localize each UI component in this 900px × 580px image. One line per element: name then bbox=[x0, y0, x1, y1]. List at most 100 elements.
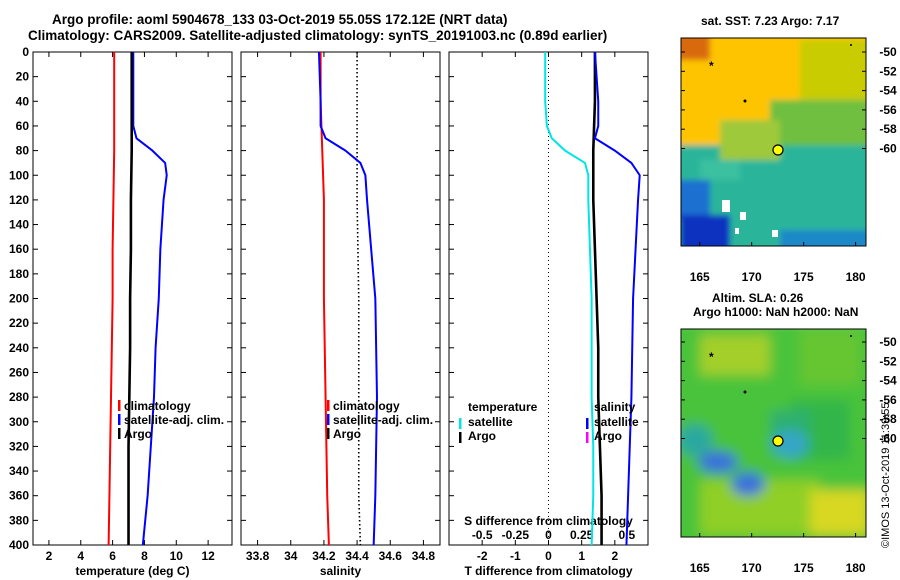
x-tick-label: 10 bbox=[170, 549, 184, 563]
y-tick-label: 80 bbox=[16, 144, 30, 158]
title-line-2: Climatology: CARS2009. Satellite-adjuste… bbox=[28, 28, 608, 43]
sst-map bbox=[681, 38, 866, 246]
s-diff-tick-label: 0 bbox=[545, 528, 552, 542]
x-tick-label: 2 bbox=[46, 549, 53, 563]
y-tick-label: 200 bbox=[9, 292, 29, 306]
x-tick-label: 6 bbox=[109, 549, 116, 563]
y-tick-label: 40 bbox=[16, 94, 30, 108]
map-top-title: sat. SST: 7.23 Argo: 7.17 bbox=[701, 14, 840, 28]
sla-map-lat-label: -50 bbox=[879, 335, 897, 349]
map-bottom-title-1: Altim. SLA: 0.26 bbox=[712, 291, 804, 305]
series-line-satellite-adj.-clim. bbox=[317, 51, 378, 546]
sst-map-lat-label: -50 bbox=[879, 45, 897, 59]
sla-map-lon-label: 175 bbox=[794, 561, 814, 575]
x-tick-label: -2 bbox=[477, 549, 488, 563]
sst-map-lon-label: 165 bbox=[690, 270, 710, 284]
x-axis-label: T difference from climatology bbox=[464, 564, 632, 578]
map-bottom-title-2: Argo h1000: NaN h2000: NaN bbox=[693, 305, 859, 319]
legend-label: Argo bbox=[333, 427, 361, 441]
x-tick-label: 33.8 bbox=[246, 549, 270, 563]
legend-label: Argo bbox=[594, 429, 622, 443]
legend-label: satellite bbox=[594, 415, 639, 429]
sst-map-lat-label: -60 bbox=[879, 142, 897, 156]
y-tick-label: 120 bbox=[9, 193, 29, 207]
x-tick-label: 34.4 bbox=[345, 549, 369, 563]
x-tick-label: 0 bbox=[545, 549, 552, 563]
sst-map-island-marker: * bbox=[709, 59, 714, 73]
y-tick-label: 220 bbox=[9, 316, 29, 330]
legend-swatch bbox=[459, 418, 462, 429]
sla-map-frame bbox=[680, 328, 867, 538]
legend-label: satellite bbox=[468, 415, 513, 429]
sst-map-lat-label: -58 bbox=[879, 122, 897, 136]
plot-frame-2 bbox=[240, 51, 441, 546]
y-tick-label: 140 bbox=[9, 218, 29, 232]
series-line-T-satellite bbox=[544, 52, 595, 546]
sst-map-lat-label: -54 bbox=[879, 84, 897, 98]
y-tick-label: 0 bbox=[22, 45, 29, 59]
series-line-Argo bbox=[356, 52, 362, 546]
x-tick-label: 34.8 bbox=[412, 549, 436, 563]
legend-label: climatology bbox=[333, 399, 400, 413]
x-axis-label: salinity bbox=[320, 564, 362, 578]
series-line-T-Argo bbox=[591, 52, 603, 545]
series-line-climatology bbox=[107, 52, 116, 546]
legend-swatch bbox=[118, 428, 121, 439]
legend-label: satellite-adj. clim. bbox=[124, 413, 224, 427]
sst-map-lon-label: 175 bbox=[794, 270, 814, 284]
x-tick-label: 2 bbox=[611, 549, 618, 563]
sla-map-lat-label: -56 bbox=[879, 393, 897, 407]
sla-map-lat-label: -58 bbox=[879, 412, 897, 426]
sla-map-lon-label: 170 bbox=[742, 561, 762, 575]
legend-swatch bbox=[118, 414, 121, 425]
x-axis-label: temperature (deg C) bbox=[75, 564, 189, 578]
legend-swatch bbox=[118, 400, 121, 411]
y-tick-label: 20 bbox=[16, 70, 30, 84]
legend-swatch bbox=[327, 428, 330, 439]
sla-map-lat-label: -54 bbox=[879, 374, 897, 388]
legend-label: climatology bbox=[124, 399, 191, 413]
legend-label: Argo bbox=[124, 427, 152, 441]
sst-map-island-dot bbox=[743, 99, 747, 103]
y-tick-label: 320 bbox=[9, 439, 29, 453]
series-line-S-satellite bbox=[593, 51, 641, 546]
legend-title-temperature: temperature bbox=[468, 400, 538, 414]
s-diff-tick-label: 0.25 bbox=[570, 528, 594, 542]
sla-map-island-dot bbox=[850, 335, 852, 337]
y-tick-label: 280 bbox=[9, 390, 29, 404]
series-line-satellite-adj.-clim. bbox=[132, 52, 168, 546]
y-tick-label: 360 bbox=[9, 489, 29, 503]
y-tick-label: 340 bbox=[9, 464, 29, 478]
sst-map-lon-label: 180 bbox=[846, 270, 866, 284]
sst-map-lat-label: -56 bbox=[879, 103, 897, 117]
plot-frame-3 bbox=[448, 51, 649, 546]
x-tick-label: 34.2 bbox=[312, 549, 336, 563]
y-tick-label: 100 bbox=[9, 168, 29, 182]
y-tick-label: 400 bbox=[9, 538, 29, 552]
sla-map-lat-label: -52 bbox=[879, 354, 897, 368]
x-tick-label: 34.6 bbox=[379, 549, 403, 563]
x-tick-label: 12 bbox=[201, 549, 215, 563]
legend-swatch bbox=[586, 432, 589, 443]
s-diff-tick-label: -0.25 bbox=[502, 528, 530, 542]
y-tick-label: 180 bbox=[9, 267, 29, 281]
sst-map-frame bbox=[680, 37, 867, 247]
x-tick-label: 34 bbox=[284, 549, 298, 563]
sst-map-lon-label: 170 bbox=[742, 270, 762, 284]
x-tick-label: 1 bbox=[578, 549, 585, 563]
sst-map-island-dot bbox=[850, 44, 852, 46]
s-diff-axis-label: S difference from climatology bbox=[464, 514, 633, 528]
legend-swatch bbox=[327, 414, 330, 425]
sla-map-lon-label: 165 bbox=[690, 561, 710, 575]
sla-map bbox=[681, 329, 866, 537]
title-line-1: Argo profile: aoml 5904678_133 03-Oct-20… bbox=[52, 12, 508, 27]
series-line-climatology bbox=[319, 52, 330, 546]
legend-label: satellite-adj. clim. bbox=[333, 413, 433, 427]
s-diff-tick-label: -0.5 bbox=[472, 528, 493, 542]
y-tick-label: 300 bbox=[9, 415, 29, 429]
sst-map-lat-label: -52 bbox=[879, 64, 897, 78]
x-tick-label: 4 bbox=[77, 549, 84, 563]
legend-swatch bbox=[327, 400, 330, 411]
y-tick-label: 60 bbox=[16, 119, 30, 133]
y-tick-label: 160 bbox=[9, 242, 29, 256]
